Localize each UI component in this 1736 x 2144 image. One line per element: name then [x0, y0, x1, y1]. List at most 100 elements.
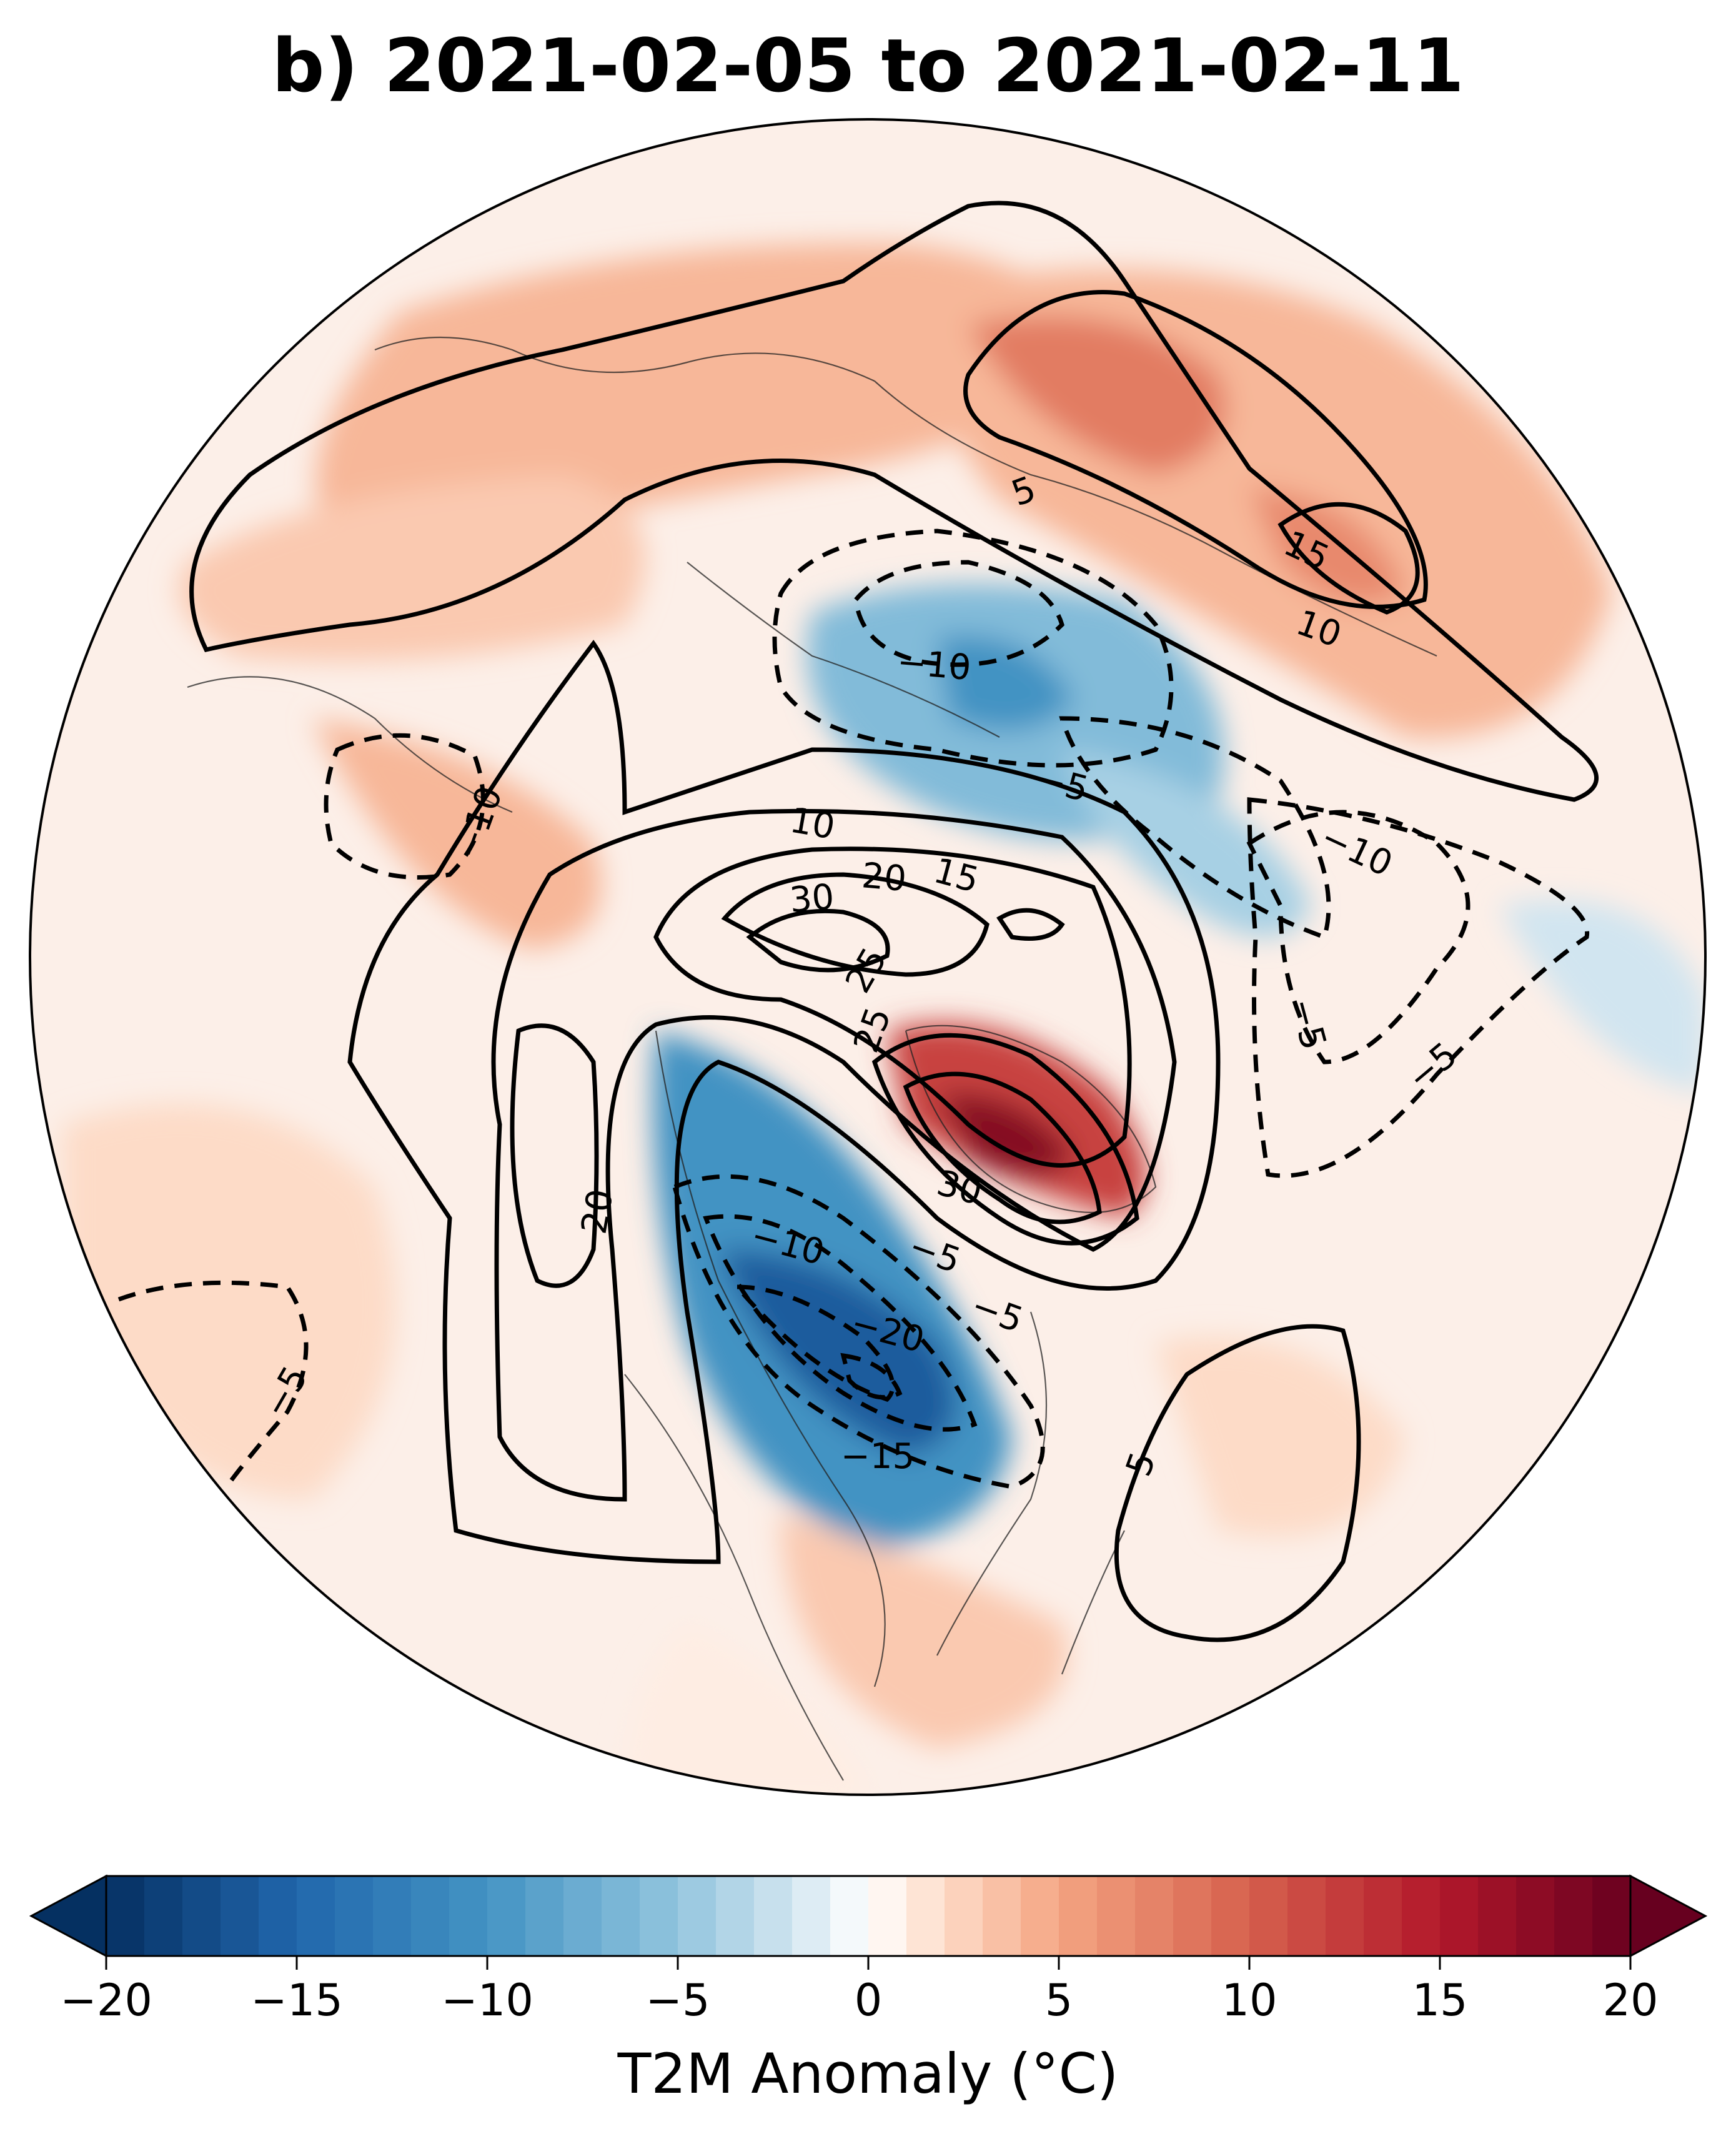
colorbar-cell	[373, 1876, 412, 1956]
coastline-6	[936, 1311, 1048, 1656]
positive-contour-11	[510, 1023, 599, 1288]
colorbar-cell	[754, 1876, 793, 1956]
positive-contour-6	[721, 872, 990, 977]
colorbar-tick-label: 20	[1602, 1975, 1658, 2026]
colorbar-cell	[1287, 1876, 1326, 1956]
negative-contour-14	[853, 560, 1064, 667]
colorbar-cell	[1478, 1876, 1517, 1956]
colorbar-cell	[1326, 1876, 1364, 1956]
coastline-0	[374, 336, 875, 382]
anomaly-region-10	[937, 1093, 1074, 1176]
coastline-1	[874, 380, 1437, 657]
colorbar-cell	[678, 1876, 717, 1956]
coastlines	[187, 336, 1437, 1781]
colorbar-cell	[1592, 1876, 1631, 1956]
negative-contour-21	[732, 1284, 895, 1402]
colorbar-cell	[1440, 1876, 1479, 1956]
colorbar-cell	[640, 1876, 678, 1956]
colorbar-cell	[792, 1876, 831, 1956]
negative-contour-23	[117, 1280, 309, 1482]
negative-contour-19	[672, 1174, 1045, 1489]
colorbar-cell	[1097, 1876, 1136, 1956]
map-boundary	[29, 118, 1707, 1796]
anomaly-region-14	[625, 1624, 875, 1795]
anomaly-region-8	[312, 718, 602, 950]
map-title: b) 2021-02-05 to 2021-02-11	[272, 22, 1464, 109]
colorbar-cell	[1135, 1876, 1174, 1956]
positive-contour-4	[491, 808, 1177, 1502]
colorbar-cell	[1211, 1876, 1250, 1956]
colorbar-cell	[411, 1876, 450, 1956]
positive-contour-10	[903, 1071, 1102, 1224]
anomaly-region-17	[1499, 900, 1705, 1093]
colorbar-cell	[259, 1876, 297, 1956]
contour-label: −10	[896, 642, 973, 688]
negative-contour-13	[772, 529, 1174, 768]
anomaly-contours	[117, 201, 1599, 1642]
colorbar-cell	[716, 1876, 755, 1956]
colorbar-tick-label: 5	[1045, 1975, 1073, 2026]
colorbar-cell	[335, 1876, 374, 1956]
colorbar-tick-label: 10	[1221, 1975, 1277, 2026]
anomaly-region-7	[1062, 750, 1312, 937]
colorbar-cell	[1249, 1876, 1288, 1956]
contour-label: 20	[860, 855, 908, 900]
colorbar-cell	[830, 1876, 869, 1956]
coastline-3	[687, 562, 1000, 738]
positive-contour-3	[347, 640, 1221, 1564]
negative-contour-16	[1246, 810, 1471, 1065]
negative-contour-17	[1247, 797, 1590, 1178]
positive-contour-8	[996, 908, 1065, 941]
positive-contour-7	[746, 908, 890, 973]
contour-label: −15	[841, 1436, 915, 1477]
anomaly-region-1	[179, 475, 646, 662]
anomaly-region-16	[1156, 1337, 1406, 1537]
colorbar-cell	[868, 1876, 907, 1956]
anomaly-region-3	[968, 316, 1226, 475]
temperature-anomaly-shading	[62, 243, 1705, 1795]
colorbar-extend-high	[1629, 1874, 1708, 1958]
colorbar-cell	[449, 1876, 488, 1956]
colorbar-ticks: −20 −15 −10 −5 0 5 10 15 20	[60, 1956, 1659, 2026]
colorbar-cell	[106, 1876, 145, 1956]
colorbar-cell	[906, 1876, 945, 1956]
coastline-7	[624, 1374, 844, 1781]
colorbar-tick-label: 15	[1412, 1975, 1467, 2026]
colorbar-cell	[602, 1876, 640, 1956]
colorbar-tick-label: −5	[645, 1975, 710, 2026]
colorbar-cell	[1364, 1876, 1402, 1956]
anomaly-region-6	[937, 635, 1074, 731]
colorbar-cell	[1021, 1876, 1059, 1956]
colorbar-cell	[1554, 1876, 1593, 1956]
colorbar-cell	[297, 1876, 335, 1956]
colorbar-cell	[221, 1876, 259, 1956]
colorbar-cell	[487, 1876, 526, 1956]
colorbar-cell	[1059, 1876, 1098, 1956]
colorbar-cell	[525, 1876, 564, 1956]
coastline-4	[905, 1025, 1157, 1213]
negative-contour-20	[703, 1214, 978, 1432]
contour-label: 20	[573, 1186, 621, 1237]
positive-contour-0	[189, 201, 1599, 802]
negative-contour-15	[1059, 716, 1331, 940]
colorbar-extend-low	[29, 1874, 107, 1958]
colorbar-cell	[1402, 1876, 1441, 1956]
positive-contour-5	[653, 846, 1132, 1168]
colorbar-cells	[29, 1874, 1708, 1958]
positive-contour-12	[1114, 1324, 1361, 1642]
colorbar-tick-label: −10	[441, 1975, 533, 2026]
contour-label: 30	[788, 876, 836, 921]
positive-contour-9	[871, 1033, 1139, 1246]
colorbar-cell	[1516, 1876, 1555, 1956]
colorbar-tick-label: 0	[855, 1975, 883, 2026]
colorbar-cell	[983, 1876, 1021, 1956]
anomaly-region-13	[781, 1512, 1068, 1749]
coastline-2	[187, 676, 513, 813]
anomaly-region-4	[1249, 487, 1406, 604]
positive-contour-1	[963, 290, 1428, 609]
colorbar-cell	[563, 1876, 602, 1956]
negative-contour-22	[840, 1352, 903, 1400]
anomaly-region-12	[718, 1249, 956, 1456]
